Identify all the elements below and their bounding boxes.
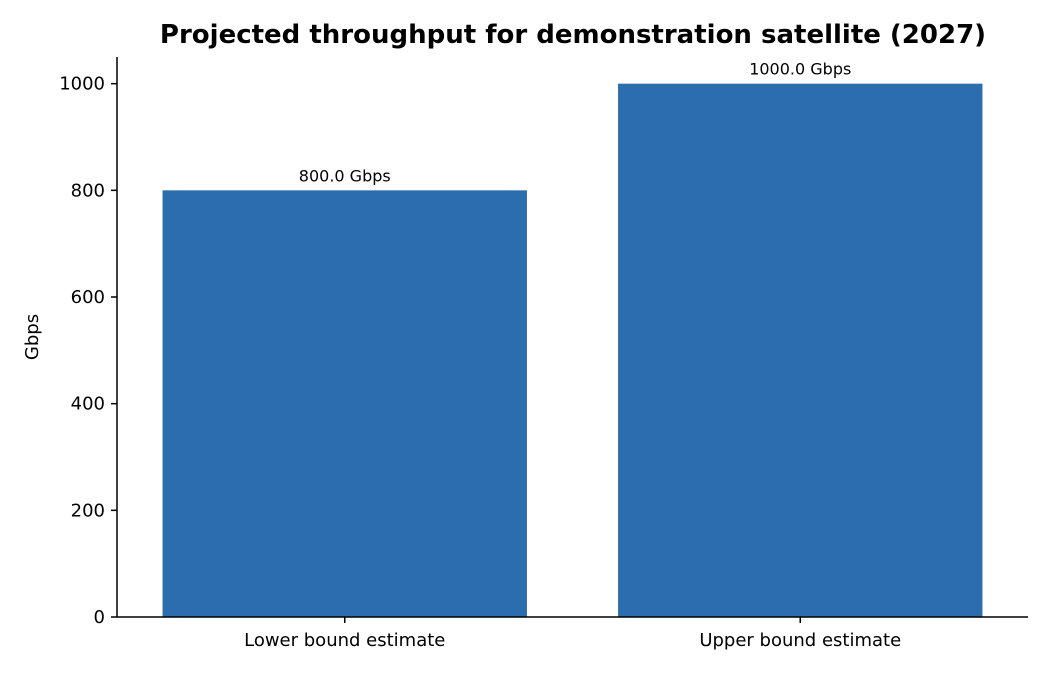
bar-data-label-1: 800.0 Gbps (299, 166, 391, 185)
y-tick-label-3: 400 (71, 394, 105, 415)
x-tick-label-1: Lower bound estimate (244, 630, 445, 651)
y-tick-label-5: 800 (71, 180, 105, 201)
x-tick-label-2: Upper bound estimate (699, 630, 901, 651)
bar-2 (618, 83, 983, 617)
y-tick-label-1: 0 (94, 607, 105, 628)
chart-title: Projected throughput for demonstration s… (160, 20, 986, 50)
y-axis-label: Gbps (22, 314, 43, 360)
plot-area: 800.0 Gbps Lower bound estimate 1000.0 Gbp… (59, 57, 1028, 651)
y-tick-label-6: 1000 (59, 74, 105, 95)
y-tick-label-4: 600 (71, 287, 105, 308)
bar-1 (162, 190, 527, 618)
bar-data-label-2: 1000.0 Gbps (749, 60, 851, 79)
y-tick-label-2: 200 (71, 500, 105, 521)
